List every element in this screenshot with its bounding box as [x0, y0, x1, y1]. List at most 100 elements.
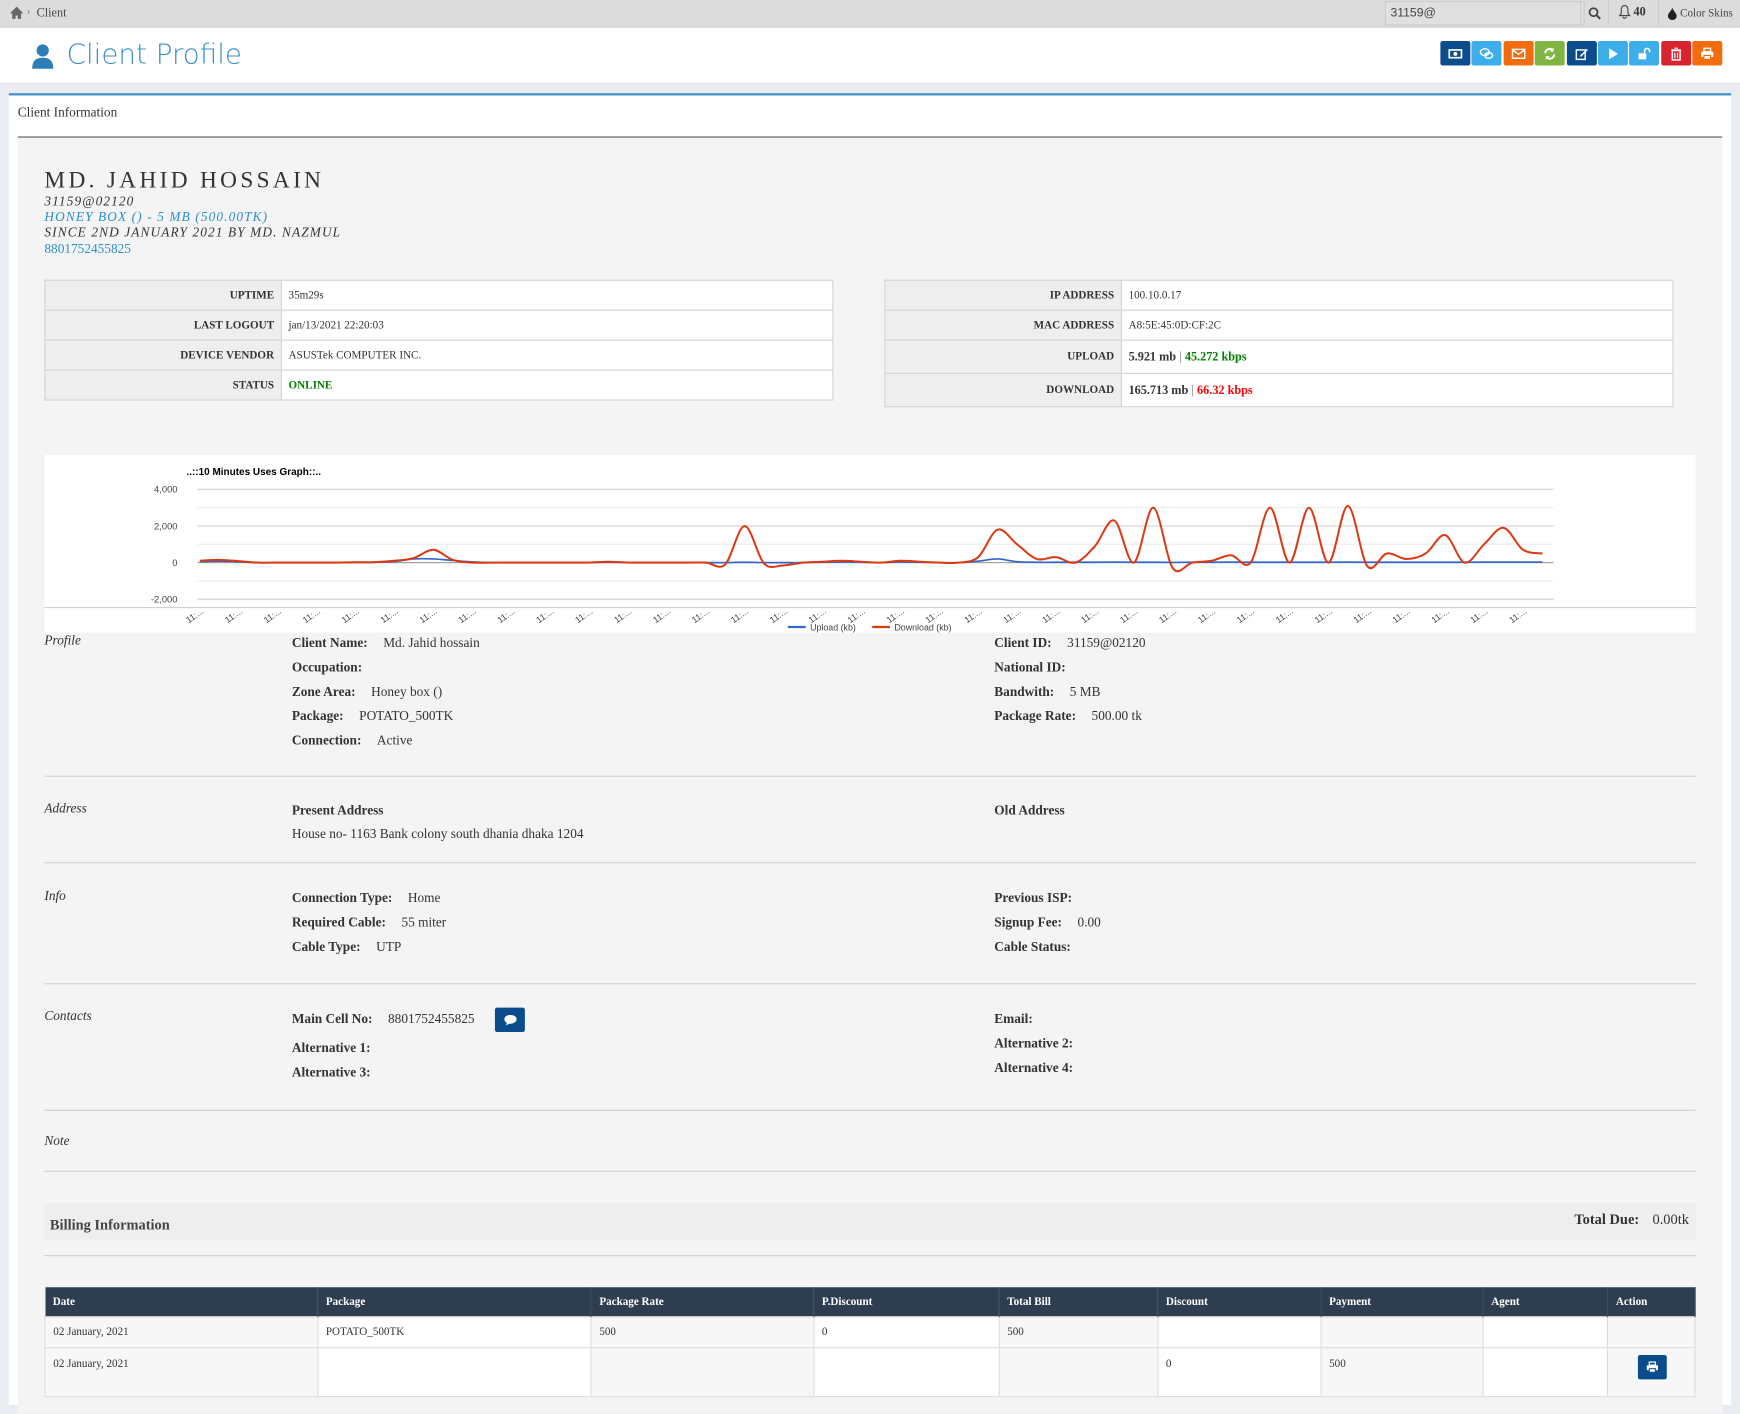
delete-button[interactable] — [1660, 41, 1691, 66]
x-tick-label: 11:... — [1391, 606, 1412, 625]
field: Bandwith: 5 MB — [994, 684, 1100, 701]
billing-table: Date Package Package Rate P.Discount Total B… — [44, 1287, 1696, 1398]
y-tick-label: 4,000 — [154, 484, 178, 495]
chart-title: ..::10 Minutes Uses Graph::.. — [186, 467, 321, 478]
send-sms-button[interactable] — [494, 1007, 525, 1033]
column-header: Discount — [1157, 1287, 1322, 1317]
refresh-button[interactable] — [1534, 41, 1565, 66]
unlock-button[interactable] — [1629, 41, 1660, 66]
download-rate: 66.32 kbps — [1197, 383, 1253, 397]
field: Client ID: 31159@02120 — [994, 635, 1145, 652]
divider — [44, 1255, 1696, 1257]
home-icon[interactable] — [9, 6, 25, 20]
bell-icon — [1618, 4, 1631, 19]
session-row: STATUS ONLINE — [44, 369, 834, 401]
field: Alternative 1: — [292, 1040, 386, 1057]
breadcrumb-client[interactable]: Client — [36, 6, 67, 20]
session-label: DEVICE VENDOR — [44, 339, 282, 371]
divider — [44, 983, 1696, 985]
field: Connection: Active — [292, 732, 413, 749]
x-tick-label: 11:... — [1118, 606, 1139, 625]
column-header: Package — [317, 1287, 592, 1317]
field: Alternative 2: — [994, 1035, 1088, 1052]
field: Package: POTATO_500TK — [292, 708, 453, 725]
field-value: 500.00 tk — [1091, 707, 1142, 724]
payment-button[interactable] — [1440, 41, 1471, 66]
table-cell: 500 — [998, 1316, 1159, 1349]
table-cell — [1482, 1347, 1609, 1398]
field-label: Connection Type: — [291, 889, 393, 906]
play-icon — [1609, 47, 1618, 59]
edit-button[interactable] — [1566, 41, 1597, 66]
table-cell — [590, 1347, 815, 1398]
x-tick-label: 11:... — [962, 606, 983, 625]
field-label: Alternative 3: — [291, 1064, 371, 1080]
breadcrumb-separator: › — [26, 5, 31, 18]
x-tick-label: 11:... — [729, 606, 750, 625]
field-label: Signup Fee: — [994, 914, 1063, 930]
field: Cable Type: UTP — [292, 939, 401, 956]
play-button[interactable] — [1597, 41, 1628, 66]
print-button[interactable] — [1692, 41, 1723, 66]
field-value: POTATO_500TK — [359, 707, 454, 724]
field-label: Package Rate: — [994, 707, 1077, 724]
field-label: Alternative 2: — [994, 1035, 1074, 1051]
session-table-left: UPTIME 35m29s LAST LOGOUT jan/13/2021 22:20… — [44, 279, 834, 401]
x-tick-label: 11:... — [456, 606, 477, 625]
x-tick-label: 11:... — [301, 606, 322, 625]
table-cell: 500 — [1320, 1347, 1484, 1398]
session-value: ASUSTek COMPUTER INC. — [280, 339, 834, 371]
client-name: MD. JAHID HOSSAIN — [44, 166, 325, 194]
field: Zone Area: Honey box () — [292, 684, 442, 701]
upload-total: 5.921 mb — [1128, 350, 1177, 364]
profile-section-label: Profile — [44, 632, 81, 649]
session-label: UPTIME — [44, 279, 282, 311]
field-label: Client Name: — [291, 634, 368, 651]
notifications-button[interactable]: 40 — [1618, 4, 1646, 19]
x-tick-label: 11:... — [340, 606, 361, 625]
column-header: P.Discount — [813, 1287, 1000, 1317]
field: Package Rate: 500.00 tk — [994, 708, 1142, 725]
comments-icon — [1480, 47, 1494, 59]
client-package[interactable]: HONEY BOX () - 5 MB (500.00TK) — [44, 208, 269, 225]
table-cell — [998, 1347, 1159, 1398]
notification-count: 40 — [1633, 4, 1646, 19]
edit-icon — [1575, 48, 1588, 60]
x-tick-label: 11:... — [495, 606, 516, 625]
contacts-section-label: Contacts — [44, 1007, 92, 1024]
field-value: 5 MB — [1069, 683, 1101, 700]
color-skins-button[interactable]: Color Skins — [1657, 0, 1733, 27]
table-cell — [813, 1347, 1000, 1398]
client-id: 31159@02120 — [44, 193, 135, 209]
table-cell — [1606, 1347, 1696, 1398]
print-icon — [1646, 1361, 1659, 1373]
field-label: Cable Type: — [291, 938, 361, 955]
message-button[interactable] — [1471, 41, 1502, 66]
table-cell: 02 January, 2021 — [44, 1316, 319, 1349]
x-tick-label: 11:... — [418, 606, 439, 625]
mac-row: MAC ADDRESS A8:5E:45:0D:CF:2C — [884, 309, 1674, 341]
y-tick-label: -2,000 — [151, 594, 178, 605]
present-address-label: Present Address — [291, 802, 384, 818]
column-header: Action — [1607, 1287, 1696, 1317]
field: Signup Fee: 0.00 — [994, 914, 1101, 931]
x-tick-label: 11:... — [1507, 606, 1528, 625]
field: Alternative 3: — [292, 1064, 386, 1081]
column-header: Total Bill — [998, 1287, 1159, 1317]
search-input[interactable] — [1384, 1, 1585, 26]
legend-label: Download (kb) — [894, 622, 951, 632]
x-tick-label: 11:... — [379, 606, 400, 625]
divider — [44, 1109, 1696, 1111]
field: Client Name: Md. Jahid hossain — [292, 635, 480, 652]
search-button[interactable] — [1580, 1, 1610, 26]
table-cell: 0 — [813, 1316, 1000, 1349]
y-tick-label: 0 — [172, 557, 177, 568]
email-button[interactable] — [1503, 41, 1534, 66]
session-value: 35m29s — [280, 279, 834, 311]
field-value: UTP — [376, 938, 402, 955]
x-tick-label: 11:... — [1429, 606, 1450, 625]
field: Alternative 4: — [994, 1060, 1088, 1077]
client-phone[interactable]: 8801752455825 — [44, 240, 131, 257]
print-invoice-button[interactable] — [1638, 1354, 1667, 1380]
x-tick-label: 11:... — [690, 606, 711, 625]
